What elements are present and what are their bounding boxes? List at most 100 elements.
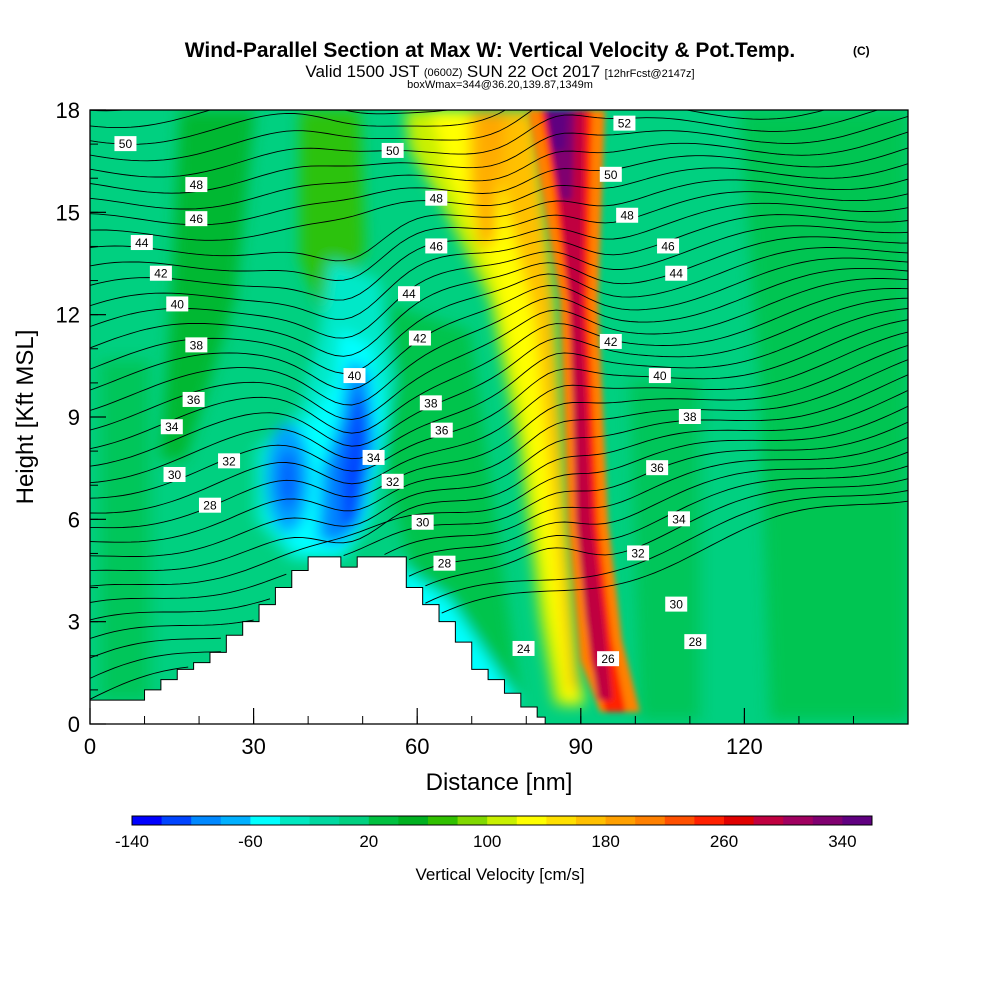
theta-label-text: 32 — [386, 475, 400, 489]
x-axis: 0 30 60 90 120 — [84, 708, 909, 759]
colorbar-tick-label: -140 — [115, 832, 149, 851]
theta-contour-line — [90, 110, 452, 129]
colorbar-tick-label: 340 — [828, 832, 856, 851]
theta-contour-line — [90, 147, 908, 226]
theta-label: 46 — [185, 211, 208, 227]
x-axis-label: Distance [nm] — [426, 769, 573, 796]
colorbar-swatch — [546, 816, 577, 825]
theta-label-text: 32 — [631, 546, 645, 560]
theta-label: 28 — [198, 497, 221, 513]
theta-label-text: 28 — [689, 635, 703, 649]
colorbar-swatch — [812, 816, 843, 825]
theta-contour-line — [90, 344, 908, 529]
y-tick-label: 6 — [68, 507, 80, 532]
theta-label-text: 36 — [435, 424, 449, 438]
theta-label-text: 36 — [187, 393, 201, 407]
theta-label-text: 30 — [416, 516, 430, 530]
colorbar-tick-label: -60 — [238, 832, 263, 851]
theta-contour-line — [90, 331, 908, 514]
colorbar-swatch — [753, 816, 784, 825]
theta-contour-line — [90, 178, 908, 262]
theta-label-text: 50 — [386, 144, 400, 158]
colorbar-tick-label: 180 — [591, 832, 619, 851]
colorbar-swatch — [398, 816, 429, 825]
colorbar-swatch — [280, 816, 310, 825]
colorbar-label: Vertical Velocity [cm/s] — [415, 865, 584, 884]
theta-label: 36 — [182, 391, 205, 407]
theta-label-text: 40 — [171, 297, 185, 311]
colorbar-swatch — [516, 816, 547, 825]
theta-contour-line — [90, 110, 879, 178]
forecast-info: [12hrFcst@2147z] — [605, 68, 695, 80]
theta-contour-line — [90, 490, 908, 700]
colorbar-swatch — [250, 816, 281, 825]
theta-label-text: 50 — [119, 137, 133, 151]
theta-label-text: 28 — [203, 499, 217, 513]
theta-label: 38 — [185, 337, 208, 353]
theta-label-text: 38 — [683, 410, 697, 424]
theta-label: 42 — [149, 265, 172, 281]
theta-contour-line — [90, 267, 908, 411]
theta-label: 34 — [160, 419, 183, 435]
theta-label-text: 28 — [438, 557, 452, 571]
theta-contour-line — [90, 451, 908, 639]
theta-label: 42 — [599, 333, 622, 349]
theta-contour-line — [90, 236, 908, 357]
theta-label: 50 — [381, 142, 404, 158]
theta-label-text: 46 — [661, 239, 675, 253]
theta-contour-line — [90, 278, 908, 431]
theta-label: 28 — [684, 634, 707, 650]
x-tick-label: 120 — [726, 734, 763, 759]
colorbar-tick-label: 20 — [359, 832, 378, 851]
colorbar-swatch — [428, 816, 458, 825]
theta-contour-line — [90, 202, 908, 301]
theta-contour-line — [90, 478, 908, 679]
colorbar-swatch — [783, 816, 814, 825]
theta-label-text: 42 — [604, 335, 618, 349]
colorbar-tick-label: 100 — [473, 832, 501, 851]
theta-label: 30 — [665, 596, 688, 612]
plot-area: 50 48 46 44 42 40 38 36 34 32 30 28 50 48 46 44 42 40 38 36… — [90, 110, 908, 724]
y-tick-label: 12 — [56, 303, 80, 328]
valid-utc: (0600Z) — [424, 67, 463, 79]
theta-contour-line — [90, 308, 908, 484]
theta-label: 34 — [667, 511, 690, 527]
theta-label: 40 — [166, 296, 189, 312]
theta-contour-line — [90, 191, 908, 281]
theta-contour-line — [90, 225, 908, 339]
colorbar-swatch — [457, 816, 488, 825]
theta-label: 48 — [425, 190, 448, 206]
theta-label: 32 — [627, 545, 650, 561]
theta-label: 42 — [408, 330, 431, 346]
colorbar-swatch — [842, 816, 873, 825]
vertical-velocity-field — [90, 110, 908, 724]
theta-contour-line — [90, 110, 827, 162]
colorbar-swatch — [724, 816, 754, 825]
theta-label-text: 48 — [190, 178, 204, 192]
theta-contour-line — [90, 288, 908, 450]
colorbar-swatch — [576, 816, 606, 825]
theta-contour-line — [90, 247, 908, 374]
theta-label-text: 46 — [430, 239, 444, 253]
colorbar-swatch — [161, 816, 192, 825]
theta-label: 40 — [648, 368, 671, 384]
chart-title: Wind-Parallel Section at Max W: Vertical… — [185, 39, 796, 62]
terrain — [90, 556, 546, 724]
colorbar: -140 -60 20 100 180 260 340 — [115, 815, 873, 851]
colorbar-swatch — [220, 816, 251, 825]
theta-contour-line — [90, 110, 507, 145]
colorbar-swatch — [694, 816, 725, 825]
theta-label: 36 — [646, 460, 669, 476]
theta-label-text: 48 — [620, 209, 634, 223]
theta-label-text: 40 — [348, 369, 362, 383]
theta-label: 36 — [430, 422, 453, 438]
theta-label: 48 — [616, 207, 639, 223]
theta-contour-line — [90, 214, 908, 320]
theta-label: 46 — [657, 238, 680, 254]
chart-header: Wind-Parallel Section at Max W: Vertical… — [185, 39, 870, 91]
y-axis-label: Height [Kft MSL] — [12, 330, 39, 505]
theta-label: 32 — [218, 453, 241, 469]
theta-label-text: 34 — [672, 512, 686, 526]
theta-label-text: 30 — [670, 598, 684, 612]
theta-label: 52 — [613, 115, 636, 131]
